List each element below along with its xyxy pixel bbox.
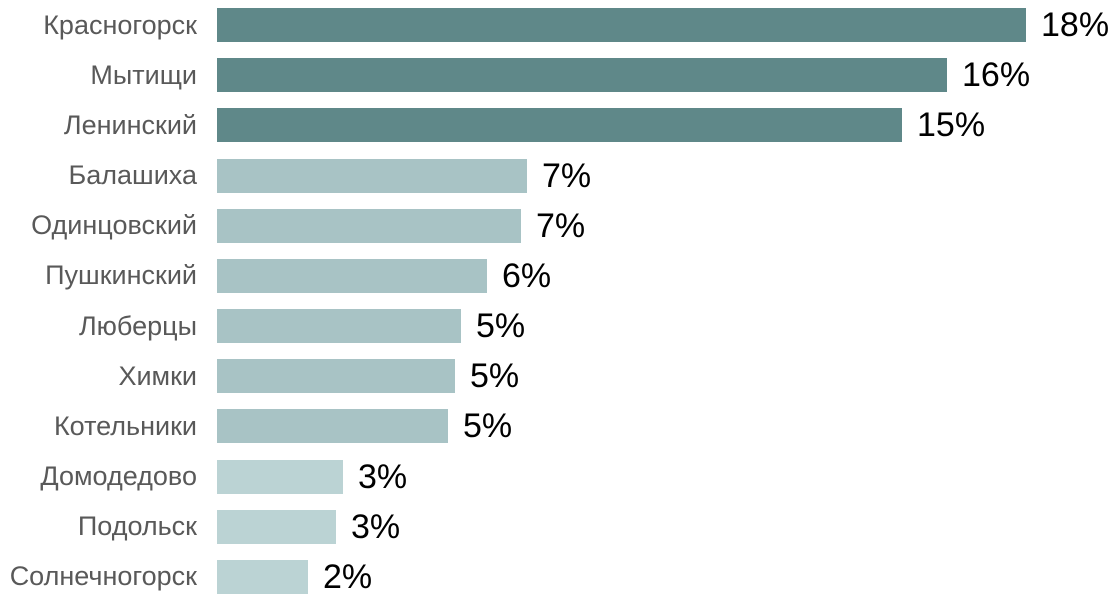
value-label: 15% <box>917 106 986 145</box>
bar-row: Химки 5% <box>0 351 1113 401</box>
bar <box>217 258 487 293</box>
value-label: 18% <box>1041 6 1110 45</box>
bar-row: Мытищи 16% <box>0 50 1113 100</box>
bar <box>217 309 461 344</box>
bar-row: Пушкинский 6% <box>0 251 1113 301</box>
value-label: 16% <box>962 56 1031 95</box>
value-label: 5% <box>463 407 513 446</box>
bar-row: Подольск 3% <box>0 502 1113 552</box>
bar-row: Красногорск 18% <box>0 0 1113 50</box>
bar-row: Ленинский 15% <box>0 100 1113 150</box>
category-label: Красногорск <box>43 9 197 40</box>
value-label: 3% <box>358 457 408 496</box>
bar <box>217 8 1026 43</box>
bar <box>217 359 455 394</box>
bar-row: Одинцовский 7% <box>0 201 1113 251</box>
bar <box>217 158 527 193</box>
value-label: 6% <box>502 256 552 295</box>
category-label: Химки <box>118 360 197 391</box>
value-label: 3% <box>351 507 401 546</box>
category-label: Котельники <box>53 410 197 441</box>
category-label: Мытищи <box>90 59 197 90</box>
value-label: 7% <box>536 206 586 245</box>
category-label: Балашиха <box>68 160 197 191</box>
category-label: Одинцовский <box>31 210 197 241</box>
category-label: Пушкинский <box>45 260 197 291</box>
bar-row: Балашиха 7% <box>0 151 1113 201</box>
bar-row: Люберцы 5% <box>0 301 1113 351</box>
bar <box>217 559 308 594</box>
category-label: Солнечногорск <box>9 561 197 592</box>
category-label: Ленинский <box>63 109 197 140</box>
value-label: 7% <box>542 156 592 195</box>
value-label: 2% <box>323 557 373 596</box>
value-label: 5% <box>476 307 526 346</box>
category-label: Люберцы <box>78 310 197 341</box>
value-label: 5% <box>470 357 520 396</box>
category-label: Домодедово <box>40 461 197 492</box>
bar-row: Солнечногорск 2% <box>0 552 1113 602</box>
bar <box>217 509 336 544</box>
category-label: Подольск <box>77 511 197 542</box>
bar <box>217 208 521 243</box>
bar <box>217 459 343 494</box>
bar <box>217 58 947 93</box>
bar-row: Домодедово 3% <box>0 452 1113 502</box>
bar-row: Котельники 5% <box>0 401 1113 451</box>
bar <box>217 409 448 444</box>
bar <box>217 108 902 143</box>
